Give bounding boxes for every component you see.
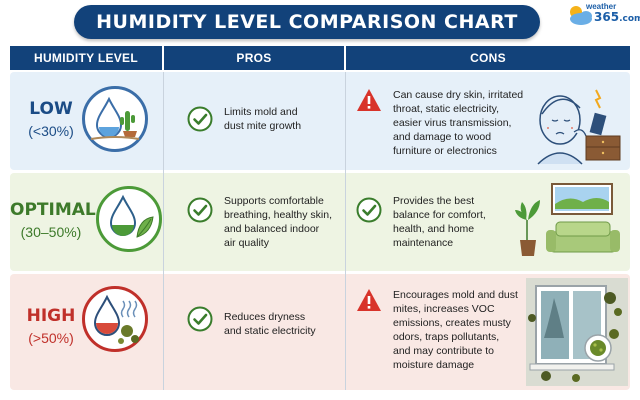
level-optimal-name: OPTIMAL [10, 200, 96, 220]
check-circle-icon [187, 106, 213, 132]
page-title: HUMIDITY LEVEL COMPARISON CHART [74, 5, 540, 39]
water-drop-cactus-icon [82, 86, 148, 152]
sun-cloud-icon [570, 6, 592, 25]
header-pros: PROS [164, 46, 344, 70]
high-cons-text: Encourages mold and dust mites, increases… [393, 289, 518, 371]
check-circle-icon [356, 197, 382, 223]
dry-skin-person-icon [537, 89, 621, 165]
check-circle-icon [187, 306, 213, 332]
low-pros-text: Limits mold and dust mite growth [224, 106, 302, 132]
moldy-window-icon [526, 278, 628, 386]
water-drop-leaf-icon [96, 186, 162, 252]
logo-text-365: 365.com [594, 10, 640, 24]
living-room-plant-sofa-icon [515, 183, 620, 256]
optimal-cons-text: Provides the best balance for comfort, hea… [393, 195, 486, 249]
level-high-range: (>50%) [28, 330, 74, 346]
weather365-logo: weather 365.com [566, 2, 640, 30]
level-low-name: LOW [29, 99, 73, 119]
column-divider [345, 72, 346, 390]
page-title-text: HUMIDITY LEVEL COMPARISON CHART [96, 11, 518, 33]
header-humidity-level: HUMIDITY LEVEL [10, 46, 162, 70]
warning-triangle-icon [357, 289, 381, 311]
optimal-pros-text: Supports comfortable breathing, healthy s… [224, 195, 332, 249]
high-pros-text: Reduces dryness and static electricity [224, 311, 316, 337]
water-drop-mold-icon [82, 286, 148, 352]
logo-text-weather: weather [586, 2, 617, 11]
column-divider [163, 72, 164, 390]
level-low-range: (<30%) [28, 123, 74, 139]
level-high-name: HIGH [26, 306, 76, 326]
check-circle-icon [187, 197, 213, 223]
header-cons: CONS [346, 46, 630, 70]
low-cons-text: Can cause dry skin, irritated throat, sta… [393, 89, 524, 157]
level-optimal-range: (30–50%) [20, 224, 82, 240]
warning-triangle-icon [357, 89, 381, 111]
